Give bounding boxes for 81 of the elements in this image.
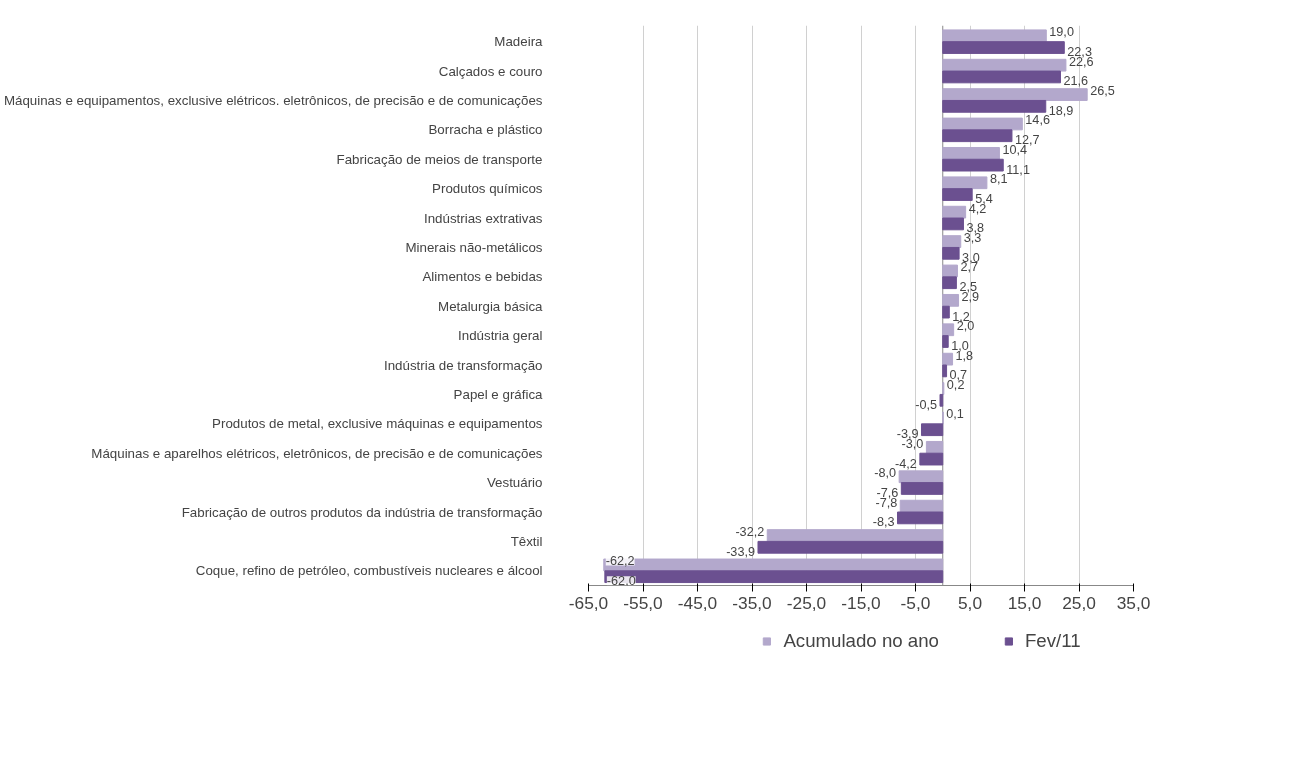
data-label: 11,1 [1006, 162, 1030, 177]
bar [942, 364, 948, 378]
bar [942, 323, 955, 337]
data-label: 21,6 [1063, 74, 1089, 89]
data-label: 19,0 [1049, 25, 1074, 40]
bar [900, 482, 944, 495]
data-label: 0,1 [946, 407, 964, 422]
bar [925, 440, 944, 454]
bar [898, 470, 944, 484]
x-tick-label: -45,0 [677, 592, 718, 613]
bar [942, 352, 954, 366]
bar [942, 335, 949, 348]
data-label: -8,3 [872, 515, 895, 530]
x-tick-label: 35,0 [1116, 592, 1151, 613]
bar [942, 117, 1023, 131]
x-tick-label: -65,0 [568, 592, 609, 613]
y-tick-label: Indústria geral [458, 328, 543, 344]
data-label: 1,2 [952, 309, 970, 324]
y-tick-label: Fabricação de outros produtos da indústria de transformação [181, 504, 543, 520]
y-tick-label: Indústria de transformação [383, 357, 543, 373]
x-tick-label: -25,0 [786, 592, 827, 613]
bar [942, 70, 1061, 84]
bar [766, 529, 944, 542]
x-tick-label: 25,0 [1062, 592, 1096, 613]
y-tick-label: Produtos químicos [432, 181, 543, 197]
bar [604, 570, 944, 584]
y-tick-label: Calçados e couro [438, 63, 543, 79]
bar [897, 511, 944, 525]
data-label: -0,5 [915, 397, 938, 412]
x-tick-label: -5,0 [900, 592, 931, 613]
bar [757, 540, 944, 554]
bar [942, 146, 1000, 160]
y-tick-label: Produtos de metal, exclusive máquinas e equipamentos [212, 416, 543, 432]
data-label: -62,2 [605, 554, 635, 569]
bar [942, 305, 950, 319]
data-label: 3,0 [962, 250, 980, 265]
data-label: -32,2 [735, 525, 765, 540]
y-tick-label: Máquinas e equipamentos, exclusive elétricos. eletrônicos, de precisão e de comunicações [3, 92, 543, 108]
x-tick-label: -55,0 [623, 592, 663, 613]
y-tick-label: Minerais não-metálicos [405, 239, 543, 255]
bar [942, 246, 960, 260]
bar [942, 158, 1004, 172]
legend-label: Fev/11 [1024, 630, 1081, 652]
bar [942, 276, 957, 290]
data-label: -33,9 [726, 544, 756, 559]
y-tick-label: Máquinas e aparelhos elétricos, eletrônicos, de precisão e de comunicações [91, 445, 543, 461]
bar [942, 217, 964, 231]
data-label: 8,1 [989, 172, 1008, 187]
bar [939, 393, 944, 407]
bar [942, 293, 960, 307]
y-tick-label: Fabricação de meios de transporte [336, 151, 543, 167]
data-label: -8,0 [874, 466, 897, 481]
data-label: 14,6 [1025, 113, 1050, 128]
bar [942, 176, 988, 190]
data-label: -4,2 [895, 456, 917, 471]
y-tick-label: Alimentos e bebidas [422, 269, 543, 285]
x-tick-label: -35,0 [732, 592, 772, 613]
bar [942, 235, 962, 248]
bar [942, 188, 973, 201]
legend-label: Acumulado no ano [783, 630, 939, 652]
bar [942, 99, 1047, 113]
bar [942, 41, 1065, 54]
x-tick-label: 5,0 [957, 592, 983, 613]
y-tick-label: Metalurgia básica [438, 298, 544, 314]
data-label: 26,5 [1090, 84, 1115, 99]
y-tick-label: Borracha e plástico [428, 122, 543, 138]
y-tick-label: Têxtil [510, 533, 543, 549]
bar [920, 423, 944, 437]
bar [942, 129, 1013, 143]
bar [942, 264, 958, 278]
y-tick-label: Madeira [494, 34, 544, 50]
y-tick-label: Papel e gráfica [453, 386, 544, 402]
y-tick-label: Coque, refino de petróleo, combustíveis nucleares e álcool [195, 563, 543, 579]
bar [942, 88, 1088, 101]
bar [919, 452, 944, 466]
data-label: 18,9 [1048, 103, 1074, 118]
bar [942, 29, 1047, 43]
y-tick-label: Indústrias extrativas [423, 210, 543, 226]
x-tick-label: -15,0 [841, 592, 881, 613]
x-tick-label: 15,0 [1007, 592, 1042, 613]
y-tick-label: Vestuário [486, 475, 543, 491]
